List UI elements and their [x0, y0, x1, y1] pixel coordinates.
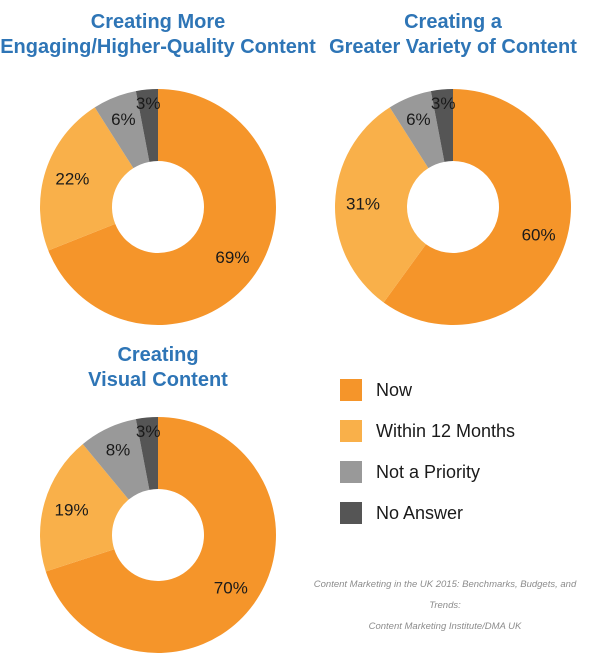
chart-3-title: Creating Visual Content [0, 343, 316, 393]
legend-label-within-12-months: Within 12 Months [376, 420, 516, 441]
legend-item-now: Now [340, 376, 515, 404]
donut-3-slice-within-12-months [40, 444, 129, 572]
source-line-1: Content Marketing in the UK 2015: Benchm… [313, 579, 577, 611]
chart-1-title-line-1: Creating More [90, 11, 226, 33]
chart-2-title-line-2: Greater Variety of Content [329, 36, 577, 58]
donut-3-slice-not-a-priority [82, 419, 150, 500]
chart-3-title-line-2: Visual Content [88, 369, 228, 391]
legend-swatch-within-12-months [340, 420, 362, 442]
donut-2-label-no-answer: 3% [431, 94, 456, 113]
source-line-2: Content Marketing Institute/DMA UK [368, 621, 522, 632]
chart-1-title: Creating More Engaging/Higher-Quality Co… [0, 10, 316, 60]
donut-3-slice-now [45, 417, 277, 653]
legend-label-not-a-priority: Not a Priority [376, 461, 481, 482]
donut-3-label-no-answer: 3% [136, 422, 161, 441]
donut-1-label-within-12-months: 22% [55, 170, 89, 189]
donut-3-label-now: 70% [214, 578, 248, 597]
legend-item-no-answer: No Answer [340, 499, 515, 527]
donut-1-label-no-answer: 3% [136, 94, 161, 113]
donut-3-label-not-a-priority: 8% [106, 440, 131, 459]
legend-label-no-answer: No Answer [376, 502, 464, 523]
donut-1-slice-within-12-months [40, 107, 134, 251]
donut-2-slice-no-answer [430, 89, 453, 162]
donut-2-label-now: 60% [522, 225, 556, 244]
legend-item-not-a-priority: Not a Priority [340, 458, 515, 486]
legend-label-now: Now [376, 379, 413, 400]
source-citation: Content Marketing in the UK 2015: Benchm… [300, 574, 590, 637]
donut-1-label-not-a-priority: 6% [111, 110, 136, 129]
chart-3-title-line-1: Creating [117, 344, 199, 366]
donut-2-label-not-a-priority: 6% [406, 110, 431, 129]
chart-1-title-line-2: Engaging/Higher-Quality Content [0, 36, 316, 58]
donut-2-label-within-12-months: 31% [346, 195, 380, 214]
donut-1-slice-now [48, 89, 276, 325]
legend-swatch-no-answer [340, 502, 362, 524]
donut-1-label-now: 69% [215, 248, 249, 267]
legend-swatch-not-a-priority [340, 461, 362, 483]
donut-1-slice-not-a-priority [94, 91, 150, 169]
chart-2-title: Creating a Greater Variety of Content [300, 10, 600, 60]
donut-2-slice-now [383, 89, 571, 325]
donut-3-slice-no-answer [135, 417, 158, 490]
donut-2-slice-within-12-months [334, 107, 429, 303]
legend-swatch-now [340, 379, 362, 401]
donut-1-slice-no-answer [135, 89, 158, 162]
donut-3-label-within-12-months: 19% [55, 500, 89, 519]
donut-2-slice-not-a-priority [389, 91, 445, 169]
chart-2-title-line-1: Creating a [404, 11, 502, 33]
legend-item-within-12-months: Within 12 Months [340, 417, 515, 445]
legend: Now Within 12 Months Not a Priority No A… [340, 376, 515, 540]
